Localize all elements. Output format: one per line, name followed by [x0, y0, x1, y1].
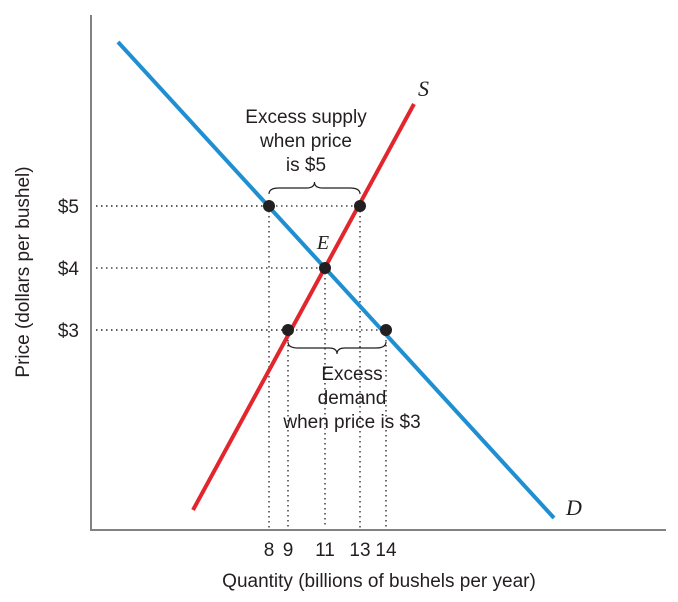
annotation-line: Excess — [321, 364, 382, 385]
y-tick-label: $4 — [58, 259, 80, 280]
x-tick-labels: 8 9 11 13 14 — [264, 540, 397, 561]
x-axis-label: Quantity (billions of bushels per year) — [222, 571, 536, 592]
brace-excess-demand — [287, 341, 387, 355]
y-tick-labels: $5 $4 $3 — [58, 197, 80, 342]
point — [282, 324, 294, 336]
annotation-line: is $5 — [286, 155, 326, 176]
curve-label-d: D — [565, 495, 582, 520]
annotation-line: when price is $3 — [282, 412, 420, 433]
curves — [116, 40, 556, 520]
curve-label-s: S — [418, 76, 429, 101]
curve-labels: SD — [418, 76, 582, 520]
x-tick-label: 14 — [375, 540, 397, 561]
point — [354, 200, 366, 212]
annotation-line: demand — [318, 388, 387, 409]
brace-excess-supply — [268, 181, 361, 195]
axes — [90, 15, 666, 531]
annotation-line: Excess supply — [245, 107, 367, 128]
y-tick-label: $3 — [58, 321, 79, 342]
point — [319, 262, 331, 274]
points: E — [263, 200, 392, 336]
annotations: Excess supply when price is $5 Excess demand… — [245, 107, 420, 433]
curve-d — [116, 40, 556, 520]
curve-s — [191, 103, 416, 511]
y-tick-label: $5 — [58, 197, 79, 218]
x-tick-label: 8 — [264, 540, 275, 561]
y-axis-label: Price (dollars per bushel) — [13, 166, 34, 377]
x-tick-label: 9 — [283, 540, 294, 561]
point — [380, 324, 392, 336]
point-label-e: E — [316, 232, 329, 254]
annotation-line: when price — [259, 131, 352, 152]
x-tick-label: 13 — [349, 540, 370, 561]
x-tick-label: 11 — [315, 540, 335, 561]
point — [263, 200, 275, 212]
